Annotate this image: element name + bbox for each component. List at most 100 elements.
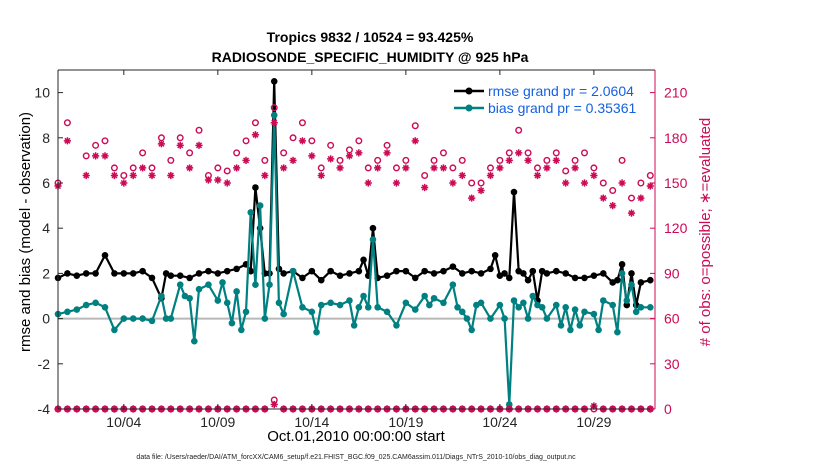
obs-possible-point — [580, 149, 588, 157]
data-point — [195, 285, 203, 293]
data-point — [176, 272, 184, 279]
obs-evaluated-point — [374, 164, 382, 172]
data-point — [458, 308, 466, 316]
obs-evaluated-point — [261, 171, 269, 180]
data-point — [552, 267, 560, 275]
obs-possible-point — [402, 156, 410, 164]
data-point — [299, 304, 306, 311]
data-point — [590, 272, 598, 279]
data-point — [247, 209, 255, 216]
obs-evaluated-point — [270, 119, 278, 127]
obs-possible-point — [468, 179, 476, 187]
data-point — [355, 304, 363, 311]
data-point — [411, 274, 419, 282]
obs-possible-point — [251, 119, 259, 127]
data-point — [496, 301, 504, 309]
obs-possible-point — [280, 149, 288, 157]
data-point — [228, 319, 236, 327]
obs-evaluated-point — [571, 164, 579, 172]
obs-evaluated-point — [590, 171, 598, 180]
obs-evaluated-point — [298, 137, 307, 145]
data-point — [111, 326, 118, 334]
y-tick-label-left: 8 — [42, 130, 50, 146]
obs-possible-point — [505, 149, 513, 157]
obs-possible-point — [618, 156, 626, 164]
obs-evaluated-point — [167, 171, 175, 180]
data-point — [186, 274, 193, 282]
obs-possible-point — [327, 141, 335, 149]
data-point — [491, 252, 499, 259]
legend-marker — [465, 104, 473, 112]
data-point — [374, 304, 381, 311]
data-point — [233, 265, 240, 273]
obs-possible-point — [590, 164, 598, 172]
data-point — [92, 270, 99, 277]
obs-possible-point — [599, 179, 607, 187]
chart-title: Tropics 9832 / 10524 = 93.425% — [267, 29, 474, 45]
data-point — [576, 322, 584, 329]
data-point — [195, 270, 203, 277]
data-point — [364, 304, 372, 311]
data-point — [463, 315, 471, 322]
data-point — [515, 304, 522, 311]
obs-possible-point — [186, 149, 194, 157]
data-point — [139, 267, 146, 275]
legend-entry: bias grand pr = 0.35361 — [488, 100, 636, 116]
obs-possible-point — [355, 137, 363, 145]
data-point — [186, 294, 193, 302]
data-point — [632, 308, 640, 316]
data-point — [449, 281, 457, 289]
data-point — [219, 279, 226, 286]
data-point — [595, 326, 602, 334]
obs-possible-point — [430, 156, 438, 164]
data-point — [393, 322, 400, 329]
data-point — [614, 276, 621, 284]
obs-evaluated-point — [599, 194, 607, 202]
data-point — [313, 328, 320, 336]
data-point — [430, 270, 438, 277]
plot-background — [58, 70, 655, 409]
obs-possible-point — [129, 164, 137, 172]
data-point — [487, 315, 494, 322]
obs-evaluated-point — [383, 149, 391, 157]
data-point — [501, 270, 508, 277]
y-tick-label-right: 180 — [664, 130, 688, 146]
obs-evaluated-point — [439, 164, 448, 172]
data-point — [120, 315, 128, 322]
obs-evaluated-point — [533, 171, 542, 180]
obs-possible-point — [571, 156, 579, 164]
data-point — [158, 292, 165, 300]
data-point — [308, 308, 316, 316]
data-point — [567, 326, 574, 334]
data-point — [637, 279, 645, 286]
data-point — [458, 270, 466, 277]
data-point — [214, 297, 222, 304]
data-point — [223, 267, 231, 275]
data-point — [73, 272, 81, 279]
data-point — [280, 310, 287, 318]
data-point — [628, 270, 635, 277]
data-point — [64, 270, 71, 277]
data-point — [468, 326, 475, 334]
obs-evaluated-point — [609, 202, 617, 210]
data-point — [346, 270, 353, 277]
y-tick-label-right: 90 — [664, 265, 680, 281]
data-point — [637, 304, 645, 311]
obs-possible-point — [317, 164, 325, 172]
data-point — [369, 224, 377, 232]
obs-possible-point — [646, 171, 654, 179]
data-point — [618, 261, 626, 268]
data-point — [599, 270, 607, 277]
obs-possible-point — [486, 164, 494, 172]
obs-evaluated-point — [270, 400, 278, 409]
y-tick-label-right: 120 — [664, 220, 688, 236]
obs-possible-point — [421, 171, 429, 179]
x-tick-label: 10/24 — [482, 414, 517, 430]
obs-possible-point — [261, 156, 269, 164]
data-point — [529, 267, 537, 275]
chart-subtitle: RADIOSONDE_SPECIFIC_HUMIDITY @ 925 hPa — [212, 49, 529, 65]
data-point — [421, 267, 428, 275]
data-point — [510, 188, 518, 196]
data-point — [148, 274, 156, 282]
